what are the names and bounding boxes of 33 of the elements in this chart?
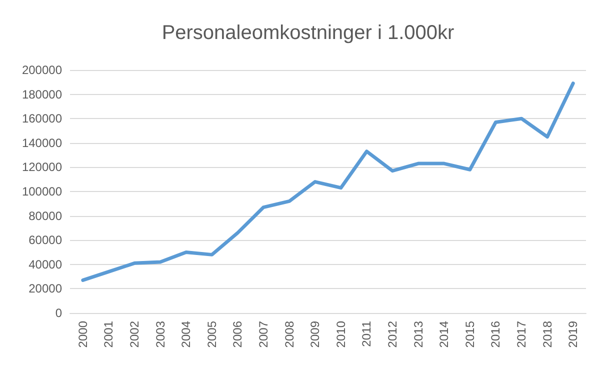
x-tick-label: 2007 bbox=[256, 320, 270, 348]
x-tick-label: 2016 bbox=[488, 320, 503, 348]
x-tick-label: 2013 bbox=[411, 320, 426, 348]
y-tick-label: 160000 bbox=[22, 112, 62, 126]
x-tick-label: 2008 bbox=[282, 320, 296, 348]
y-tick-label: 40000 bbox=[28, 257, 62, 272]
x-tick-label: 2014 bbox=[437, 320, 452, 348]
chart-title: Personaleomkostninger i 1.000kr bbox=[162, 22, 455, 44]
y-tick-label: 20000 bbox=[28, 282, 62, 296]
y-tick-label: 60000 bbox=[28, 233, 62, 248]
x-tick-label: 2015 bbox=[462, 320, 477, 348]
y-tick-label: 180000 bbox=[22, 87, 62, 102]
x-tick-label: 2019 bbox=[566, 320, 580, 348]
x-tick-label: 2011 bbox=[360, 320, 374, 347]
y-tick-label: 200000 bbox=[22, 63, 62, 77]
x-tick-label: 2012 bbox=[386, 320, 400, 348]
y-tick-label: 0 bbox=[55, 306, 62, 320]
x-tick-label: 2005 bbox=[204, 320, 219, 348]
line-series bbox=[81, 82, 575, 282]
y-tick-label: 140000 bbox=[22, 136, 62, 150]
y-tick-label: 120000 bbox=[22, 160, 62, 174]
y-tick-label: 80000 bbox=[28, 208, 62, 223]
x-tick-label: 2002 bbox=[128, 320, 142, 348]
x-tick-label: 2018 bbox=[540, 320, 554, 348]
y-tick-label: 100000 bbox=[22, 184, 62, 198]
x-tick-label: 2006 bbox=[230, 320, 245, 348]
x-tick-label: 2010 bbox=[334, 320, 348, 348]
x-tick-label: 2001 bbox=[102, 320, 116, 348]
x-tick-label: 2003 bbox=[153, 320, 168, 348]
x-tick-label: 2004 bbox=[179, 320, 194, 348]
x-tick-label: 2000 bbox=[76, 320, 90, 348]
x-tick-label: 2009 bbox=[308, 320, 322, 348]
x-tick-label: 2017 bbox=[514, 320, 528, 348]
